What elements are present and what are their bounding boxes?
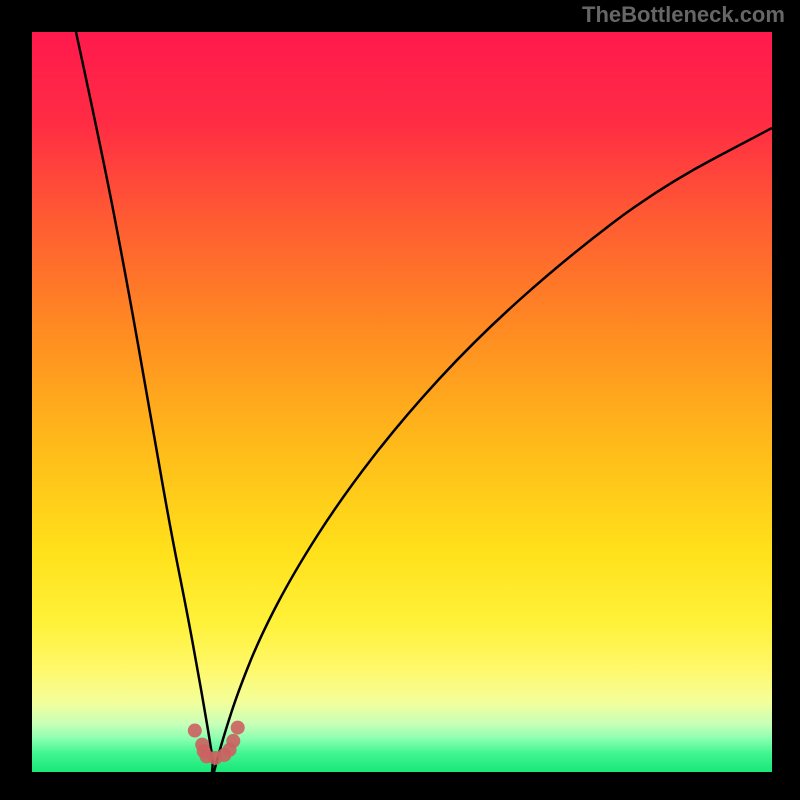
marker-dot xyxy=(231,721,245,735)
watermark-text: TheBottleneck.com xyxy=(582,2,785,28)
gradient-background xyxy=(32,32,772,772)
chart-frame xyxy=(30,30,770,770)
bottleneck-plot xyxy=(32,32,772,772)
marker-dot xyxy=(188,724,202,738)
marker-dot xyxy=(226,734,240,748)
